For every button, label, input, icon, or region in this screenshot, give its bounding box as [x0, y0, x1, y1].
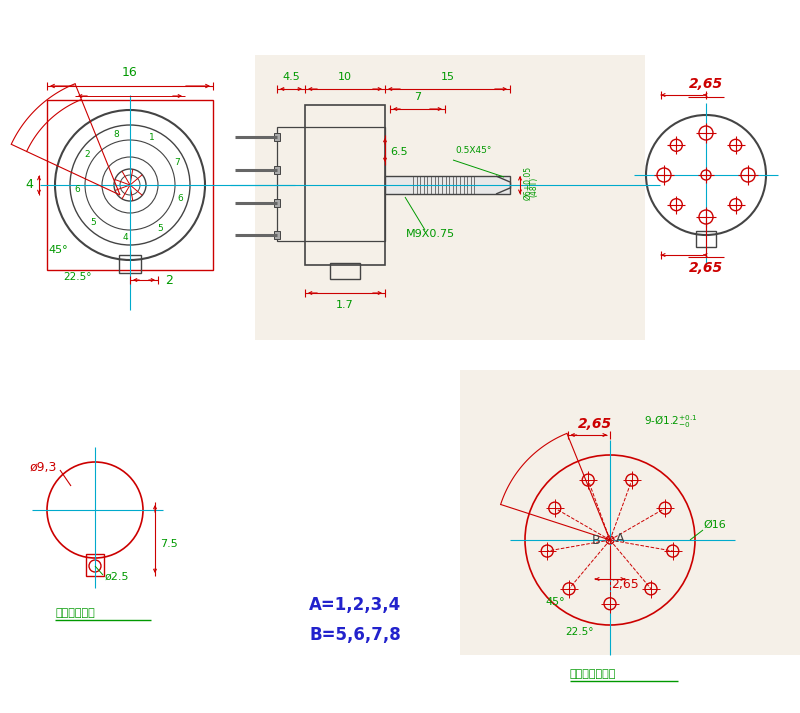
Text: 22.5°: 22.5° — [64, 272, 92, 282]
Text: 7: 7 — [174, 158, 181, 168]
Text: 4: 4 — [122, 233, 128, 242]
Text: 6: 6 — [75, 185, 81, 194]
Bar — [47, 100, 213, 270]
Bar — [385, 176, 510, 194]
Text: 2: 2 — [165, 274, 173, 287]
Text: Ø6+0.05: Ø6+0.05 — [523, 166, 532, 200]
Text: 6: 6 — [178, 194, 183, 203]
Text: 16: 16 — [122, 66, 138, 79]
Text: 2,65: 2,65 — [611, 578, 639, 591]
Text: 8: 8 — [114, 130, 119, 139]
Text: A: A — [616, 531, 624, 545]
Text: ø9,3: ø9,3 — [30, 461, 58, 474]
Text: (48T): (48T) — [529, 177, 538, 197]
Text: ø2.5: ø2.5 — [105, 572, 130, 582]
Text: 10: 10 — [338, 72, 352, 82]
Text: 5: 5 — [158, 223, 163, 232]
Bar — [274, 199, 280, 207]
Text: B: B — [592, 533, 600, 546]
Bar — [274, 166, 280, 174]
Text: 7: 7 — [414, 92, 421, 102]
Text: 线路板开孔尺寸: 线路板开孔尺寸 — [570, 669, 616, 679]
Text: 4: 4 — [25, 178, 33, 192]
Text: 9-Ø1.2$^{+0.1}_{-0}$: 9-Ø1.2$^{+0.1}_{-0}$ — [644, 414, 698, 430]
Text: B=5,6,7,8: B=5,6,7,8 — [309, 626, 401, 644]
Text: 1.7: 1.7 — [336, 300, 354, 310]
Bar — [86, 554, 104, 576]
Text: 2,65: 2,65 — [689, 77, 723, 91]
Bar — [330, 263, 360, 279]
Bar — [255, 55, 645, 340]
Text: 5: 5 — [90, 217, 96, 227]
Text: 4.5: 4.5 — [282, 72, 300, 82]
Bar — [274, 231, 280, 239]
Bar — [696, 231, 716, 247]
Bar — [305, 105, 385, 265]
Text: A=1,2,3,4: A=1,2,3,4 — [309, 596, 401, 614]
Text: 6.5: 6.5 — [390, 147, 408, 157]
Bar — [119, 255, 141, 273]
Text: 45°: 45° — [48, 245, 68, 255]
Text: 1: 1 — [150, 133, 155, 142]
Bar — [274, 133, 280, 141]
Text: 7.5: 7.5 — [160, 539, 178, 549]
Text: 0.5X45°: 0.5X45° — [455, 146, 491, 155]
Text: M9X0.75: M9X0.75 — [406, 229, 454, 239]
Text: 45°: 45° — [545, 597, 565, 607]
Text: 15: 15 — [441, 72, 454, 82]
Text: 2: 2 — [84, 150, 90, 160]
Text: Ø16: Ø16 — [703, 520, 726, 530]
Bar — [277, 127, 385, 241]
Text: 2,65: 2,65 — [578, 417, 612, 431]
Text: 面板开孔尺寸: 面板开孔尺寸 — [55, 608, 94, 618]
Text: 2,65: 2,65 — [689, 261, 723, 275]
Text: 22.5°: 22.5° — [565, 627, 594, 637]
Bar — [460, 370, 800, 655]
